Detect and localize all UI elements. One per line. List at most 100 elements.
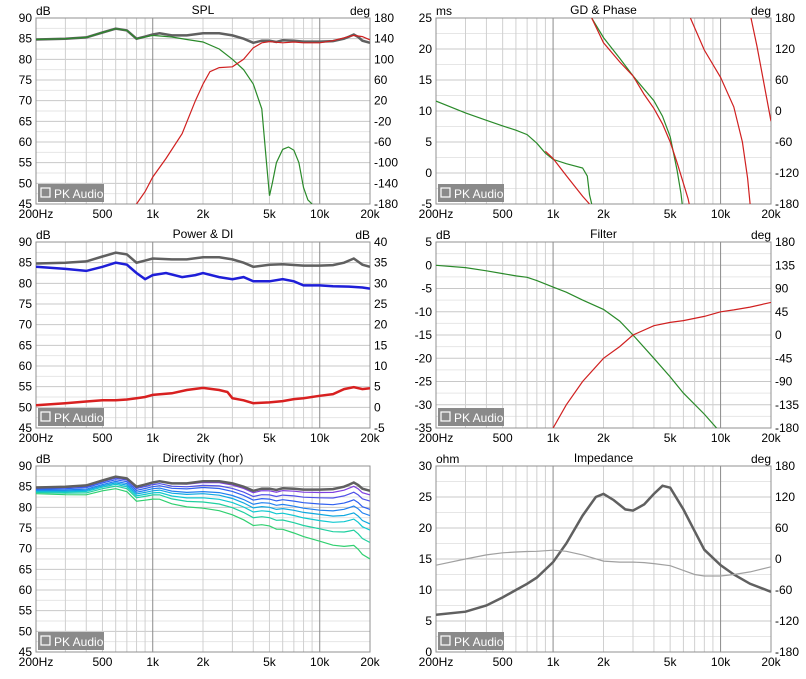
y-tick-label: -10	[415, 305, 433, 319]
x-tick-label: 5k	[664, 207, 678, 221]
series-line	[36, 483, 370, 531]
y-tick-label: 60	[19, 135, 33, 149]
y-tick-label: 60	[19, 359, 33, 373]
right-tick-label: -140	[374, 176, 398, 190]
right-tick-label: 30	[374, 276, 388, 290]
right-tick-label: 0	[374, 400, 381, 414]
plot-frame	[435, 241, 772, 429]
watermark-text: PK Audio	[54, 187, 104, 201]
series-line	[36, 482, 370, 525]
series-line	[436, 100, 593, 204]
right-tick-label: 35	[374, 256, 388, 270]
series-line	[36, 261, 370, 290]
chart-title: SPL	[192, 3, 215, 17]
x-tick-label: 20k	[761, 431, 781, 445]
x-tick-label: 10k	[711, 655, 731, 669]
right-axis-unit: deg	[751, 228, 771, 242]
y-tick-label: -25	[415, 375, 433, 389]
series-line	[36, 251, 370, 269]
watermark-text: PK Audio	[54, 411, 104, 425]
x-tick-label: 1k	[547, 431, 561, 445]
watermark-badge	[38, 632, 104, 650]
series-line	[552, 301, 771, 428]
x-tick-label: 200Hz	[419, 431, 454, 445]
y-tick-label: 45	[19, 645, 33, 659]
y-tick-label: 55	[19, 156, 33, 170]
series-line	[689, 18, 751, 204]
right-tick-label: 5	[374, 380, 381, 394]
series-line	[544, 150, 590, 204]
left-axis-unit: dB	[436, 228, 451, 242]
y-tick-label: 0	[425, 166, 432, 180]
left-axis-unit: dB	[36, 4, 51, 18]
left-axis-unit: ohm	[436, 452, 459, 466]
y-tick-label: -30	[415, 398, 433, 412]
y-tick-label: 90	[19, 235, 33, 249]
right-tick-label: 60	[374, 73, 388, 87]
x-tick-label: 10k	[310, 431, 330, 445]
x-tick-label: 200Hz	[19, 655, 54, 669]
right-tick-label: 20	[374, 318, 388, 332]
y-tick-label: -20	[415, 351, 433, 365]
watermark-text: PK Audio	[54, 635, 104, 649]
watermark-badge	[38, 184, 104, 202]
chart-title: GD & Phase	[570, 3, 637, 17]
right-tick-label: 25	[374, 297, 388, 311]
right-tick-label: -120	[775, 166, 799, 180]
y-tick-label: 70	[19, 94, 33, 108]
right-tick-label: 60	[775, 73, 789, 87]
series-line	[436, 484, 771, 617]
watermark-badge	[438, 408, 504, 426]
x-tick-label: 200Hz	[419, 207, 454, 221]
y-tick-label: 5	[425, 235, 432, 249]
plot-frame	[35, 17, 371, 205]
series-group	[36, 27, 370, 204]
right-tick-label: -45	[775, 351, 793, 365]
left-axis-unit: dB	[36, 452, 51, 466]
chart-panel: 0 5 10 15 20 25 ohm -180 -120 -60 0 60 120 deg 180 30 20…	[419, 451, 800, 669]
series-line	[36, 385, 370, 407]
x-tick-label: 20k	[360, 207, 380, 221]
series-group	[436, 264, 771, 428]
right-tick-label: 140	[374, 32, 394, 46]
right-tick-label: 0	[775, 104, 782, 118]
x-tick-label: 500	[493, 431, 513, 445]
right-tick-label: 40	[374, 235, 388, 249]
series-line	[36, 480, 370, 517]
right-tick-label: -5	[374, 421, 385, 435]
x-tick-label: 1k	[547, 207, 561, 221]
x-tick-label: 10k	[711, 207, 731, 221]
x-tick-label: 1k	[146, 207, 160, 221]
right-tick-label: 15	[374, 338, 388, 352]
right-tick-label: -180	[374, 197, 398, 211]
series-group	[436, 18, 771, 204]
y-tick-label: 50	[19, 400, 33, 414]
logo-icon	[40, 187, 51, 198]
x-tick-label: 1k	[146, 655, 160, 669]
y-tick-label: 65	[19, 562, 33, 576]
x-tick-label: 20k	[761, 655, 781, 669]
logo-icon	[440, 187, 451, 198]
y-tick-label: 75	[19, 297, 33, 311]
y-tick-label: 30	[419, 459, 433, 473]
x-tick-label: 10k	[310, 207, 330, 221]
x-tick-label: 2k	[197, 431, 211, 445]
series-line	[750, 18, 771, 122]
y-tick-label: 5	[425, 614, 432, 628]
x-tick-label: 2k	[197, 655, 211, 669]
series-line	[36, 28, 313, 204]
y-tick-label: 50	[19, 176, 33, 190]
right-tick-label: 45	[775, 305, 789, 319]
right-tick-label: -180	[775, 421, 799, 435]
right-axis-unit: deg	[751, 4, 771, 18]
y-tick-label: -15	[415, 328, 433, 342]
x-tick-label: 2k	[597, 431, 611, 445]
plot-frame	[435, 17, 772, 205]
watermark-badge	[438, 632, 504, 650]
y-tick-label: 15	[419, 552, 433, 566]
right-tick-label: 0	[775, 328, 782, 342]
